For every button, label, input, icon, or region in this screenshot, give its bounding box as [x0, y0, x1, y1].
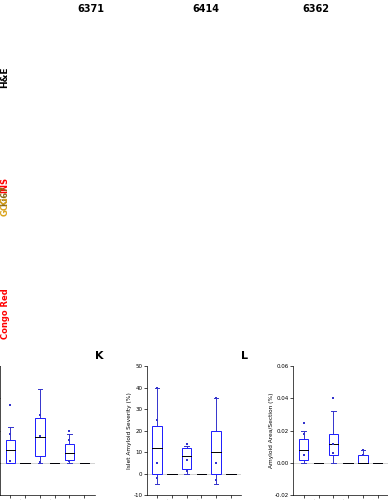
Text: Ki67: Ki67: [0, 184, 10, 206]
Point: [154, 474, 160, 482]
Point: [330, 449, 336, 457]
Bar: [35, 418, 45, 457]
Text: INS: INS: [0, 177, 10, 193]
Bar: [182, 448, 191, 469]
Point: [66, 436, 73, 444]
Text: I: I: [272, 260, 275, 268]
Point: [66, 457, 73, 465]
Point: [37, 432, 43, 440]
Bar: [5, 440, 15, 463]
Point: [184, 468, 190, 475]
Text: H: H: [150, 260, 158, 268]
Text: F: F: [272, 144, 278, 153]
Point: [37, 410, 43, 418]
Text: 6362: 6362: [303, 4, 330, 14]
Text: GCG: GCG: [0, 196, 10, 216]
Text: D: D: [28, 144, 35, 153]
Point: [213, 476, 219, 484]
Point: [154, 459, 160, 467]
Point: [301, 430, 307, 438]
Point: [301, 451, 307, 459]
Bar: [299, 438, 308, 460]
Point: [7, 401, 14, 409]
Bar: [211, 430, 221, 474]
Text: A: A: [28, 28, 35, 38]
Bar: [65, 444, 74, 460]
Y-axis label: Amyloid Area/Section (%): Amyloid Area/Section (%): [268, 393, 274, 468]
Text: Congo Red: Congo Red: [0, 288, 10, 340]
Point: [360, 446, 366, 454]
Point: [154, 384, 160, 392]
Text: G: G: [28, 260, 35, 268]
Point: [330, 440, 336, 448]
Text: H&E: H&E: [0, 66, 10, 88]
Point: [184, 456, 190, 464]
Point: [154, 416, 160, 424]
Point: [7, 457, 14, 465]
Text: L: L: [241, 351, 248, 361]
Bar: [152, 426, 162, 474]
Point: [66, 426, 73, 434]
Y-axis label: Islet Amyloid Severity (%): Islet Amyloid Severity (%): [127, 392, 132, 469]
Text: 6414: 6414: [192, 4, 219, 14]
Point: [7, 430, 14, 438]
Point: [184, 440, 190, 448]
Bar: [358, 455, 367, 463]
Text: C: C: [272, 28, 278, 38]
Text: K: K: [95, 351, 103, 361]
Text: E: E: [150, 144, 156, 153]
Point: [213, 459, 219, 467]
Point: [360, 451, 366, 459]
Point: [37, 458, 43, 466]
Bar: [329, 434, 338, 455]
Point: [301, 418, 307, 426]
Text: 6371: 6371: [78, 4, 105, 14]
Text: B: B: [150, 28, 157, 38]
Point: [330, 394, 336, 402]
Point: [213, 394, 219, 402]
